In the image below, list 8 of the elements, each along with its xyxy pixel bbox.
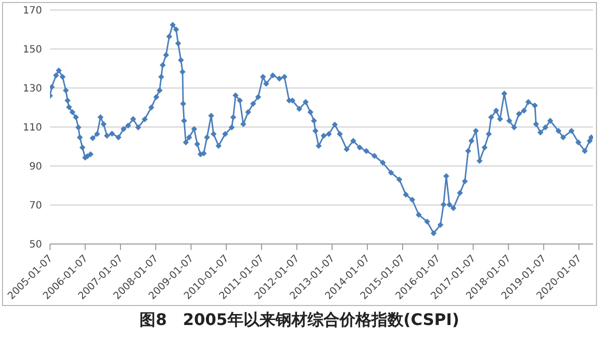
y-tick-label: 110 [22, 122, 42, 134]
y-tick-label: 70 [29, 200, 42, 212]
text: 图8 2005年以来钢材综合价格指数(CSPI) [138, 310, 460, 331]
y-tick-label: 90 [29, 162, 42, 173]
y-tick-label: 170 [22, 6, 42, 17]
y-tick-label: 130 [22, 84, 42, 95]
y-tick-label: 150 [22, 44, 42, 56]
y-tick-label: 50 [29, 240, 42, 251]
